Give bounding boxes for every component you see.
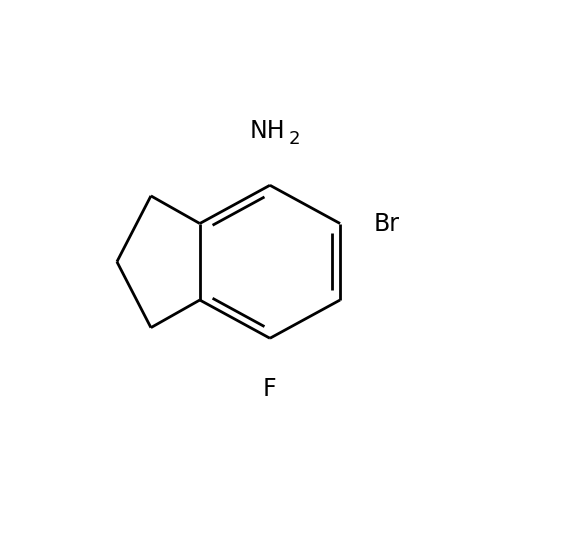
Text: Br: Br <box>374 211 400 236</box>
Text: F: F <box>263 378 277 401</box>
Text: 2: 2 <box>289 130 300 148</box>
Text: NH: NH <box>250 119 285 143</box>
